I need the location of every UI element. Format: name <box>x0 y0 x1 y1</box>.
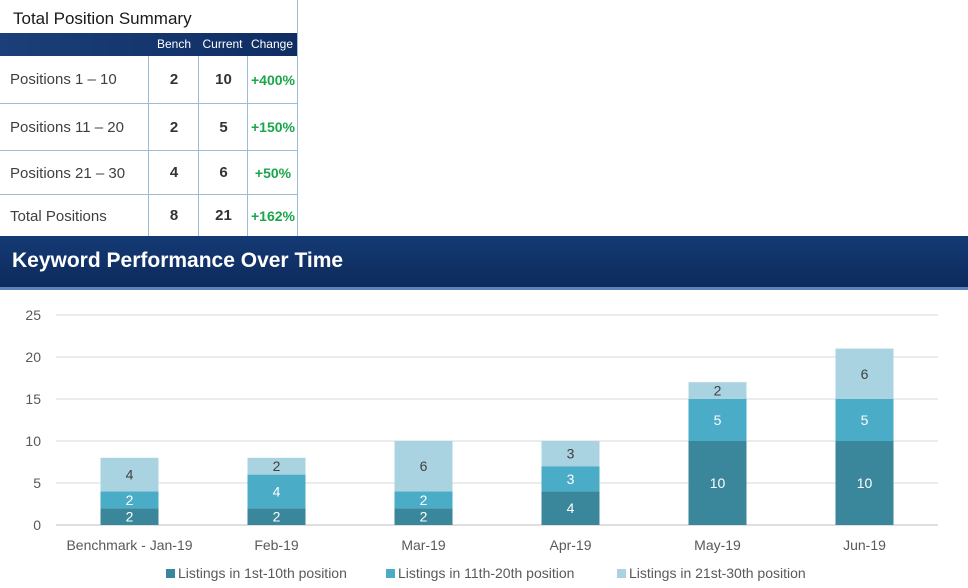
data-label: 2 <box>420 492 428 508</box>
bar-segment <box>394 491 453 509</box>
bench-value: 4 <box>148 151 199 194</box>
data-label: 3 <box>567 471 575 487</box>
chart-banner-title: Keyword Performance Over Time <box>12 249 344 272</box>
bar-segment <box>688 399 747 441</box>
row-label: Positions 21 – 30 <box>10 165 126 182</box>
bar-segment <box>835 399 894 441</box>
summary-row: Positions 1 – 10 2 10 +400% <box>0 56 297 104</box>
current-value: 10 <box>198 56 248 103</box>
header-bench: Bench <box>156 37 192 51</box>
row-label: Positions 1 – 10 <box>10 71 117 88</box>
change-value: +162% <box>247 195 298 236</box>
x-tick-label: May-19 <box>694 537 741 553</box>
bar-segment <box>835 348 894 399</box>
chart-banner: Keyword Performance Over Time <box>0 236 968 290</box>
change-value: +150% <box>247 104 298 150</box>
legend-label: Listings in 11th-20th position <box>398 565 574 581</box>
y-tick-label: 0 <box>33 517 41 533</box>
current-value: 21 <box>198 195 248 236</box>
y-tick-label: 25 <box>25 307 41 323</box>
data-label: 4 <box>273 483 281 499</box>
x-tick-label: Feb-19 <box>254 537 299 553</box>
bench-value: 2 <box>148 56 199 103</box>
y-tick-label: 5 <box>33 475 41 491</box>
y-tick-label: 20 <box>25 349 41 365</box>
header-change: Change <box>250 37 294 51</box>
bar-segment <box>835 441 894 525</box>
data-label: 4 <box>126 467 134 483</box>
bar-segment <box>247 508 306 525</box>
summary-row: Positions 11 – 20 2 5 +150% <box>0 104 297 151</box>
data-label: 2 <box>420 509 428 525</box>
bar-segment <box>688 382 747 399</box>
bar-segment <box>394 508 453 525</box>
change-value: +400% <box>247 56 298 103</box>
x-tick-label: Jun-19 <box>843 537 886 553</box>
data-label: 6 <box>861 366 869 382</box>
bar-segment <box>247 474 306 509</box>
y-tick-label: 15 <box>25 391 41 407</box>
bar-segment <box>688 441 747 525</box>
data-label: 3 <box>567 446 575 462</box>
summary-title: Total Position Summary <box>13 9 192 28</box>
data-label: 2 <box>714 383 722 399</box>
current-value: 6 <box>198 151 248 194</box>
data-label: 4 <box>567 500 575 516</box>
data-label: 6 <box>420 458 428 474</box>
summary-total-row: Total Positions 8 21 +162% <box>0 195 297 236</box>
row-label: Positions 11 – 20 <box>10 119 124 136</box>
data-label: 2 <box>273 458 281 474</box>
legend-swatch <box>386 569 395 578</box>
y-tick-label: 10 <box>25 433 41 449</box>
position-summary-table: Total Position Summary Bench Current Cha… <box>0 0 298 236</box>
x-tick-label: Mar-19 <box>401 537 446 553</box>
bar-segment <box>394 441 453 492</box>
data-label: 5 <box>861 412 869 428</box>
data-label: 5 <box>714 412 722 428</box>
data-label: 10 <box>710 475 726 491</box>
bar-segment <box>100 491 159 509</box>
bench-value: 8 <box>148 195 199 236</box>
data-label: 2 <box>126 509 134 525</box>
current-value: 5 <box>198 104 248 150</box>
summary-header-row: Bench Current Change <box>0 33 297 56</box>
data-label: 2 <box>126 492 134 508</box>
x-tick-label: Benchmark - Jan-19 <box>66 537 192 553</box>
x-tick-label: Apr-19 <box>549 537 591 553</box>
row-label: Total Positions <box>10 208 107 225</box>
bench-value: 2 <box>148 104 199 150</box>
bar-segment <box>100 457 159 492</box>
bar-segment <box>247 457 306 475</box>
legend-label: Listings in 1st-10th position <box>178 565 347 581</box>
bar-segment <box>541 491 600 525</box>
change-value: +50% <box>247 151 298 194</box>
data-label: 2 <box>273 509 281 525</box>
data-label: 10 <box>857 475 873 491</box>
legend-swatch <box>166 569 175 578</box>
legend-label: Listings in 21st-30th position <box>629 565 806 581</box>
bar-segment <box>541 441 600 467</box>
legend-swatch <box>617 569 626 578</box>
bar-segment <box>541 466 600 492</box>
header-current: Current <box>202 37 243 51</box>
bar-segment <box>100 508 159 525</box>
summary-row: Positions 21 – 30 4 6 +50% <box>0 151 297 195</box>
